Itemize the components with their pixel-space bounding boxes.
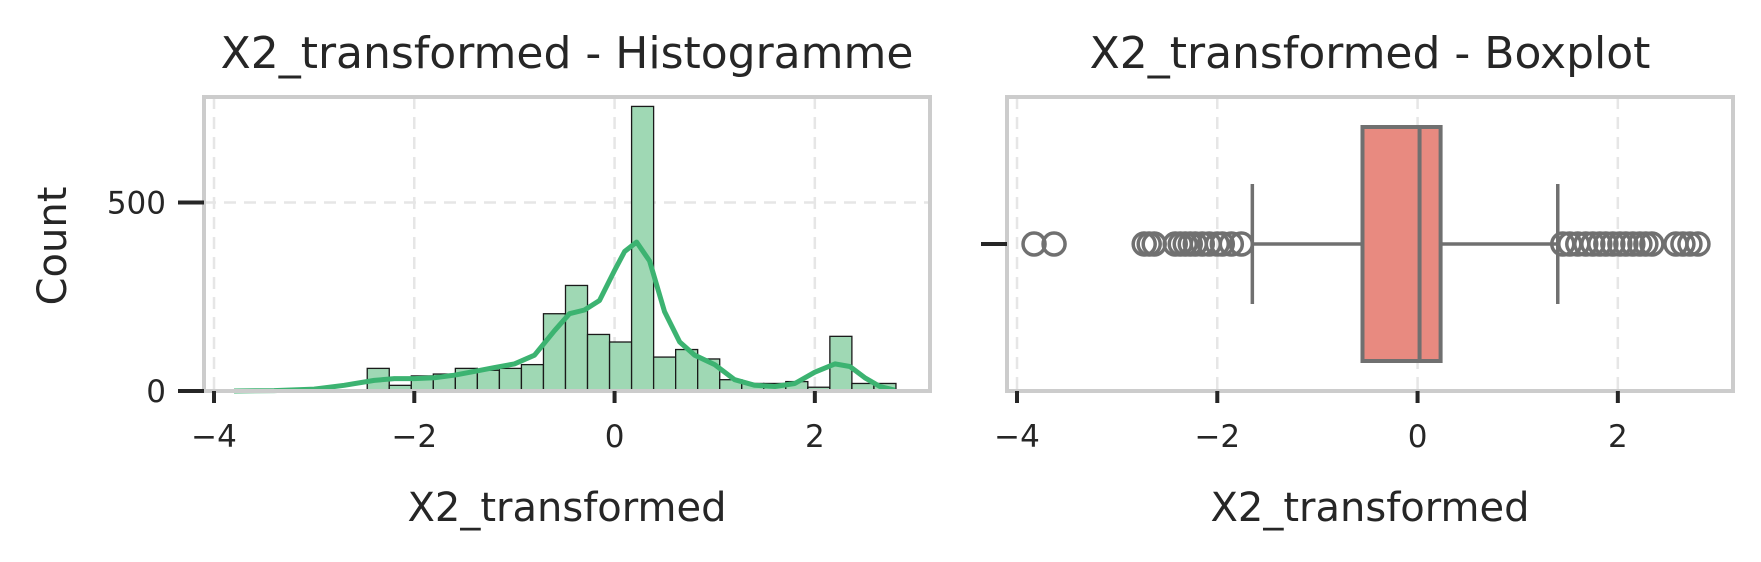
histogram-frame bbox=[202, 95, 932, 393]
outlier-point-1 bbox=[1041, 231, 1067, 257]
histogram-panel: X2_transformed - Histogramme −4 −2 0 20500 … bbox=[30, 28, 932, 531]
iqr-box bbox=[1360, 125, 1443, 363]
outlier-point-20 bbox=[1580, 231, 1606, 257]
outlier-point-13 bbox=[1209, 231, 1236, 257]
outlier-point-0 bbox=[1021, 231, 1047, 257]
outlier-point-25 bbox=[1613, 231, 1639, 257]
histogram-ticks: −4 −2 0 2 0 500 bbox=[107, 186, 825, 455]
outlier-point-10 bbox=[1189, 231, 1216, 257]
outlier-point-26 bbox=[1620, 231, 1646, 257]
outlier-point-23 bbox=[1600, 231, 1626, 257]
histogram-bar-10 bbox=[586, 333, 611, 392]
histogram-bar-9 bbox=[564, 284, 589, 392]
boxplot-title: X2_transformed - Boxplot bbox=[1090, 28, 1651, 79]
histogram-y-label: Count bbox=[30, 187, 76, 306]
x-tick-label-1: −2 bbox=[391, 419, 437, 455]
boxplot-marks bbox=[1021, 125, 1711, 363]
outlier-point-22 bbox=[1593, 231, 1619, 257]
kde-line bbox=[233, 239, 896, 394]
box-x-tick-label-1: −2 bbox=[1194, 419, 1240, 455]
outlier-point-32 bbox=[1677, 231, 1703, 257]
histogram-grid bbox=[204, 97, 930, 391]
box-x-tick-label-2: 0 bbox=[1408, 419, 1428, 455]
outlier-point-29 bbox=[1639, 231, 1665, 257]
boxplot-panel: X2_transformed - Boxplot −4 −2 0 2 X2_trans… bbox=[981, 28, 1735, 531]
histogram-bar-6 bbox=[498, 367, 523, 392]
outlier-point-31 bbox=[1670, 231, 1696, 257]
outlier-point-15 bbox=[1228, 231, 1255, 257]
x-tick-label-3: 2 bbox=[805, 419, 825, 455]
histogram-bar-7 bbox=[520, 363, 545, 392]
histogram-bar-13 bbox=[652, 356, 677, 392]
boxplot-ticks: −4 −2 0 2 bbox=[981, 242, 1628, 455]
histogram-bar-5 bbox=[476, 369, 501, 392]
histogram-x-label: X2_transformed bbox=[408, 485, 727, 531]
box-x-tick-label-3: 2 bbox=[1608, 419, 1628, 455]
y-tick-label-0: 0 bbox=[146, 374, 166, 410]
x-tick-label-2: 0 bbox=[605, 419, 625, 455]
outlier-point-14 bbox=[1218, 231, 1245, 257]
outlier-point-33 bbox=[1685, 231, 1711, 257]
box-x-tick-label-0: −4 bbox=[994, 419, 1040, 455]
histogram-bar-11 bbox=[608, 341, 633, 392]
x-tick-label-0: −4 bbox=[191, 419, 237, 455]
outlier-point-19 bbox=[1573, 231, 1599, 257]
y-tick-label-1: 500 bbox=[107, 186, 166, 222]
histogram-title: X2_transformed - Histogramme bbox=[221, 28, 914, 79]
boxplot-x-label: X2_transformed bbox=[1211, 485, 1530, 531]
